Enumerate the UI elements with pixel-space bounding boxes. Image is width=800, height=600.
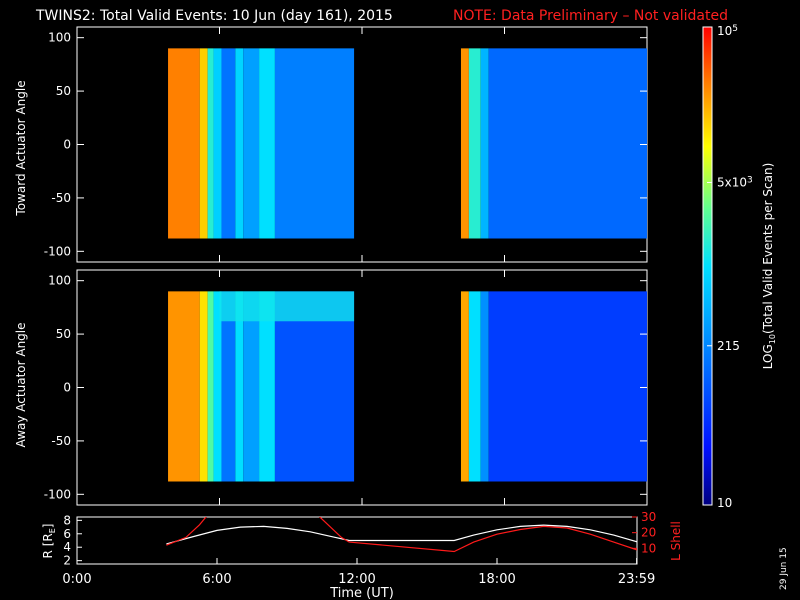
x-tick-label: 18:00 xyxy=(478,572,515,587)
y-tick-label: 100 xyxy=(48,274,71,288)
y-tick-label: 0 xyxy=(63,138,71,152)
away-y-label: Away Actuator Angle xyxy=(14,322,28,447)
colorbar-tick-exponent: 5 xyxy=(732,24,738,34)
l-shell-line xyxy=(166,517,207,546)
l-shell-tick-label: 20 xyxy=(641,526,656,540)
heatmap-cell xyxy=(207,291,214,482)
orbit-lines xyxy=(166,517,637,553)
heatmap-cell xyxy=(221,291,236,482)
toward-heatmap xyxy=(168,48,647,239)
heatmap-cell xyxy=(199,291,208,482)
l-shell-tick-label: 10 xyxy=(641,541,656,555)
y-tick-label: -50 xyxy=(51,191,71,205)
r-tick-label: 6 xyxy=(63,527,71,541)
heatmap-cell xyxy=(480,291,489,482)
heatmap-cell xyxy=(460,291,469,482)
colorbar-label: LOG10(Total Valid Events per Scan) xyxy=(761,163,777,370)
chart-title: TWINS2: Total Valid Events: 10 Jun (day … xyxy=(35,8,393,24)
heatmap-cell xyxy=(488,48,647,239)
y-tick-label: 100 xyxy=(48,31,71,45)
colorbar-tick-label: 10 xyxy=(717,496,732,510)
heatmap-cell xyxy=(468,291,481,482)
heatmap-cell xyxy=(235,48,244,239)
r-axis-label: R [RE] xyxy=(41,524,57,559)
l-shell-tick-label: 30 xyxy=(641,510,656,524)
heatmap-cell xyxy=(274,291,355,482)
colorbar-tick-label: 215 xyxy=(717,339,740,353)
l-shell-axis-label: L Shell xyxy=(669,521,683,561)
heatmap-cell xyxy=(243,48,260,239)
radius-line xyxy=(166,524,637,545)
heatmap-cell xyxy=(168,48,200,239)
heatmap-cell xyxy=(488,291,647,482)
colorbar-tick-label: 5x103 xyxy=(717,175,753,189)
toward-y-axis: 100 50 0 -50 -100 xyxy=(44,27,648,262)
r-tick-label: 2 xyxy=(63,554,71,568)
heatmap-cell xyxy=(207,48,214,239)
colorbar-tick-mantissa: 10 xyxy=(717,24,732,38)
heatmap-cell xyxy=(480,48,489,239)
heatmap-cell xyxy=(199,48,208,239)
x-tick-label: 6:00 xyxy=(202,572,231,587)
r-tick-label: 4 xyxy=(63,540,71,554)
heatmap-cell xyxy=(468,48,481,239)
colorbar-tick-mantissa: 10 xyxy=(717,496,732,510)
away-heatmap xyxy=(168,291,647,482)
heatmap-cell xyxy=(213,48,222,239)
y-tick-label: 50 xyxy=(56,84,71,98)
generation-date: 29 Jun 15 xyxy=(779,547,789,590)
y-tick-label: 0 xyxy=(63,381,71,395)
toward-y-label: Toward Actuator Angle xyxy=(14,80,28,216)
preliminary-note: NOTE: Data Preliminary – Not validated xyxy=(453,8,728,24)
y-tick-label: 50 xyxy=(56,327,71,341)
y-tick-label: -100 xyxy=(44,244,71,258)
heatmap-cell xyxy=(221,48,236,239)
heatmap-cell xyxy=(213,291,222,482)
colorbar-tick-exponent: 3 xyxy=(747,175,753,185)
r-tick-label: 8 xyxy=(63,513,71,527)
x-tick-label: 0:00 xyxy=(62,572,91,587)
away-y-axis: 100 50 0 -50 -100 xyxy=(44,270,648,505)
l-shell-line xyxy=(318,517,637,553)
colorbar-tick-label: 105 xyxy=(717,24,738,38)
colorbar-tick-mantissa: 5x10 xyxy=(717,175,747,189)
x-axis-label: Time (UT) xyxy=(329,586,394,600)
y-tick-label: -50 xyxy=(51,434,71,448)
x-tick-label: 12:00 xyxy=(338,572,375,587)
heatmap-cell xyxy=(274,48,355,239)
x-tick-label: 23:59 xyxy=(618,572,655,587)
heatmap-cell xyxy=(460,48,469,239)
y-tick-label: -100 xyxy=(44,487,71,501)
colorbar-tick-mantissa: 215 xyxy=(717,339,740,353)
enhancement-band xyxy=(219,291,355,322)
heatmap-cell xyxy=(235,291,244,482)
heatmap-cell xyxy=(168,291,200,482)
colorbar xyxy=(702,26,713,506)
heatmap-cell xyxy=(259,291,275,482)
heatmap-cell xyxy=(259,48,275,239)
heatmap-cell xyxy=(243,291,260,482)
